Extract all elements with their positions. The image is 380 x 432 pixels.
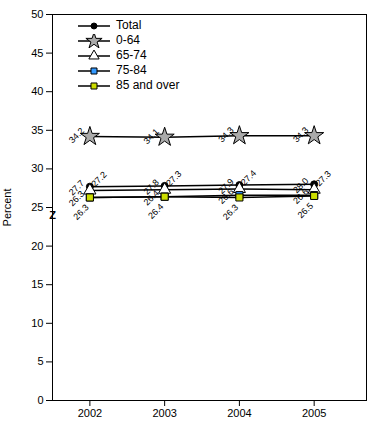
svg-text:26.5: 26.5	[296, 201, 315, 220]
html-text:75-84: 75-84	[116, 63, 147, 77]
svg-text:27.4: 27.4	[239, 168, 258, 187]
svg-text:26.3: 26.3	[71, 202, 90, 221]
html-text:0-64: 0-64	[116, 33, 140, 47]
html-text:85 and over: 85 and over	[116, 78, 180, 92]
svg-text:2005: 2005	[302, 407, 326, 419]
svg-text:50: 50	[31, 8, 43, 20]
svg-text:Z: Z	[49, 209, 56, 221]
svg-text:34.3: 34.3	[216, 125, 235, 144]
html-text:65-74: 65-74	[116, 48, 147, 62]
svg-text:10: 10	[31, 317, 43, 329]
svg-text:2004: 2004	[227, 407, 251, 419]
svg-text:2003: 2003	[152, 407, 176, 419]
svg-text:27.2: 27.2	[89, 169, 108, 188]
svg-text:27.3: 27.3	[164, 169, 183, 188]
svg-text:34.1: 34.1	[142, 127, 161, 146]
svg-text:26.6: 26.6	[216, 186, 236, 206]
svg-text:25: 25	[31, 201, 43, 213]
svg-text:26.4: 26.4	[141, 188, 162, 208]
svg-text:45: 45	[31, 47, 43, 59]
svg-text:40: 40	[31, 85, 43, 97]
svg-text:35: 35	[31, 124, 43, 136]
svg-text:26.4: 26.4	[146, 202, 165, 221]
svg-text:28.0: 28.0	[291, 175, 311, 196]
svg-text:27.9: 27.9	[216, 176, 236, 196]
svg-text:26.3: 26.3	[221, 202, 240, 221]
svg-text:34.3: 34.3	[291, 125, 310, 144]
svg-text:15: 15	[31, 278, 43, 290]
svg-text:26.3: 26.3	[66, 188, 87, 209]
svg-text:27.8: 27.8	[141, 177, 162, 197]
svg-text:27.3: 27.3	[314, 169, 333, 188]
svg-text:27.7: 27.7	[66, 178, 87, 198]
svg-text:5: 5	[37, 355, 43, 367]
svg-text:30: 30	[31, 162, 43, 174]
svg-text:Percent: Percent	[1, 189, 13, 227]
svg-text:2002: 2002	[78, 407, 102, 419]
svg-text:34.2: 34.2	[67, 126, 86, 145]
svg-text:20: 20	[31, 240, 43, 252]
html-text:Total: Total	[116, 18, 142, 32]
svg-text:0: 0	[37, 394, 43, 406]
